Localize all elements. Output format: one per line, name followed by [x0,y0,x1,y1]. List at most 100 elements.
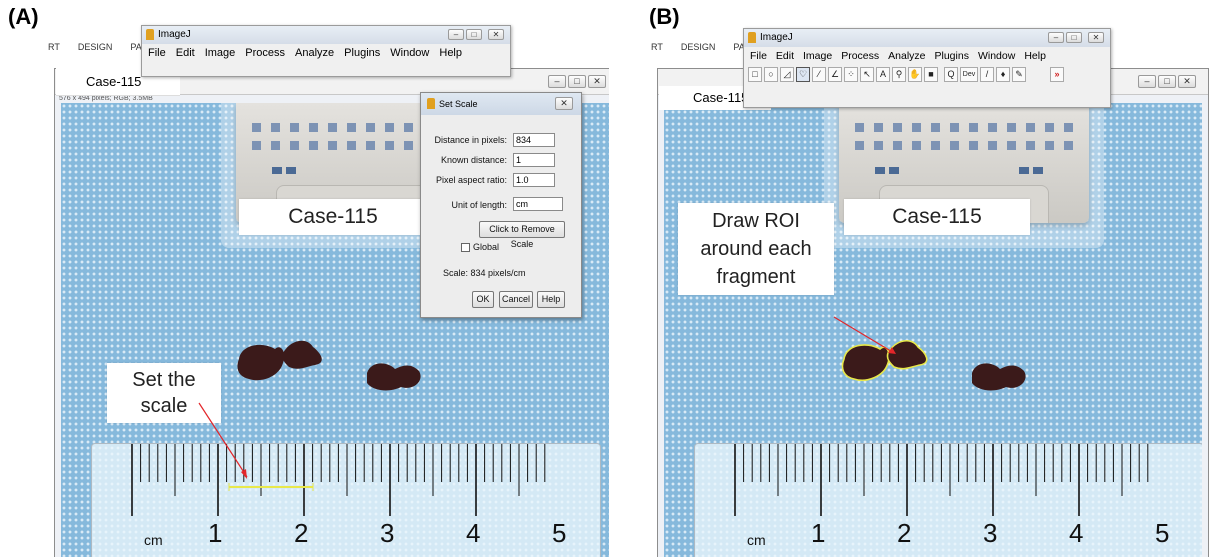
wand-tool-icon[interactable]: ↖ [860,67,874,82]
ribbon-tab[interactable]: RT [651,42,663,52]
aspect-ratio-input[interactable]: 1.0 [513,173,555,187]
menu-file[interactable]: File [148,47,166,59]
ruler-scale [734,444,1149,516]
maximize-icon[interactable]: □ [1158,75,1176,88]
distance-label: Distance in pixels: [434,135,507,145]
maximize-icon[interactable]: □ [466,29,482,40]
remove-scale-button[interactable]: Click to Remove Scale [479,221,565,249]
menu-plugins[interactable]: Plugins [344,47,381,59]
polygon-tool-icon[interactable]: ◿ [780,67,794,82]
imagej-title: ImageJ [158,29,191,40]
roi-outline[interactable] [886,340,928,370]
dropper-tool-icon[interactable]: ♦ [996,67,1010,82]
oval-tool-icon[interactable]: ○ [764,67,778,82]
menu-edit[interactable]: Edit [175,47,195,59]
imagej-title: ImageJ [760,32,793,43]
annotations [198,402,314,491]
close-icon[interactable]: ✕ [588,75,606,88]
maximize-icon[interactable]: □ [1066,32,1082,43]
menu-image[interactable]: Image [803,50,833,62]
menu-process[interactable]: Process [245,47,286,59]
freehand-tool-icon[interactable]: ♡ [796,67,810,82]
line-tool-icon[interactable]: ⁄ [812,67,826,82]
minimize-icon[interactable]: – [1138,75,1156,88]
known-distance-label: Known distance: [440,155,507,165]
roi-outline[interactable] [841,344,891,381]
maximize-icon[interactable]: □ [568,75,586,88]
global-checkbox[interactable] [461,243,470,252]
color-picker-icon[interactable]: ■ [924,67,938,82]
ruler-number: 2 [897,518,912,548]
hand-tool-icon[interactable]: ✋ [908,67,922,82]
callout-set-scale: Set the scale [107,363,221,423]
case-label: Case-115 [844,199,1030,235]
rectangle-tool-icon[interactable]: □ [748,67,762,82]
ruler: cm 1 2 3 4 5 [91,443,601,557]
aspect-ratio-label: Pixel aspect ratio: [435,175,507,185]
specimen-photo[interactable]: Case-115 Draw ROI around each fragment c… [664,103,1202,557]
distance-input[interactable]: 834 [513,133,555,147]
ruler-number: 2 [294,518,309,548]
ruler-number: 1 [208,518,223,548]
menu-edit[interactable]: Edit [775,50,795,62]
unit-input[interactable]: cm [513,197,563,211]
annotations [833,316,896,354]
ribbon-tab[interactable]: DESIGN [680,42,716,52]
set-scale-title: Set Scale [439,99,478,109]
angle-tool-icon[interactable]: ∠ [828,67,842,82]
menu-window[interactable]: Window [390,47,430,59]
imagej-icon [146,29,154,40]
callout-draw-roi: Draw ROI around each fragment [678,203,834,295]
ruler-number: 5 [552,518,567,548]
menu-process[interactable]: Process [841,50,880,62]
brush-tool-icon[interactable]: / [980,67,994,82]
ribbon-tab[interactable]: DESIGN [77,42,113,52]
menu-analyze[interactable]: Analyze [888,50,926,62]
menu-image[interactable]: Image [204,47,236,59]
menu-analyze[interactable]: Analyze [295,47,335,59]
menu-plugins[interactable]: Plugins [934,50,969,62]
ruler-unit: cm [144,532,163,548]
zoom-tool-icon[interactable]: Q [944,67,958,82]
tissue-fragments [237,340,421,391]
point-tool-icon[interactable]: ⁘ [844,67,858,82]
cancel-button[interactable]: Cancel [499,291,533,308]
imagej-menubar: File Edit Image Process Analyze Plugins … [142,44,510,62]
known-distance-input[interactable]: 1 [513,153,555,167]
ruler-number: 5 [1155,518,1170,548]
menu-help[interactable]: Help [1024,50,1046,62]
ok-button[interactable]: OK [472,291,494,308]
ruler-unit: cm [747,532,766,548]
ruler-number: 4 [466,518,481,548]
minimize-icon[interactable]: – [1048,32,1064,43]
image-window: – □ ✕ Case-115 Draw ROI around each frag… [657,68,1209,557]
text-tool-icon[interactable]: A [876,67,890,82]
dev-tool-icon[interactable]: Dev [960,67,978,82]
minimize-icon[interactable]: – [448,29,464,40]
imagej-toolbar: □ ○ ◿ ♡ ⁄ ∠ ⁘ ↖ A ⚲ ✋ ■ Q Dev / ♦ ✎ » [744,65,1110,84]
imagej-icon [748,32,756,43]
imagej-titlebar[interactable]: ImageJ [142,26,510,44]
minimize-icon[interactable]: – [548,75,566,88]
close-icon[interactable]: ✕ [555,97,573,110]
menu-file[interactable]: File [750,50,767,62]
pencil-tool-icon[interactable]: ✎ [1012,67,1026,82]
imagej-main-window: ImageJ – □ ✕ File Edit Image Process Ana… [743,28,1111,108]
close-icon[interactable]: ✕ [488,29,504,40]
close-icon[interactable]: ✕ [1088,32,1104,43]
image-window: – □ ✕ 576 x 494 pixels; RGB; 3.5MB Case-… [54,68,609,557]
imagej-menubar: File Edit Image Process Analyze Plugins … [744,47,1110,65]
ruler-number: 4 [1069,518,1084,548]
menu-window[interactable]: Window [977,50,1016,62]
set-scale-titlebar[interactable]: Set Scale [421,93,581,115]
set-scale-dialog: Set Scale ✕ Distance in pixels: 834 Know… [420,92,582,318]
ribbon-tab[interactable]: RT [48,42,60,52]
close-icon[interactable]: ✕ [1178,75,1196,88]
specimen-photo[interactable]: Case-115 Set the scale cm 1 2 3 4 5 [61,103,609,557]
ruler: cm 1 2 3 4 5 [694,443,1202,557]
help-button[interactable]: Help [537,291,565,308]
magnifier-tool-icon[interactable]: ⚲ [892,67,906,82]
more-tools-icon[interactable]: » [1050,67,1064,82]
menu-help[interactable]: Help [439,47,462,59]
imagej-titlebar[interactable]: ImageJ [744,29,1110,47]
